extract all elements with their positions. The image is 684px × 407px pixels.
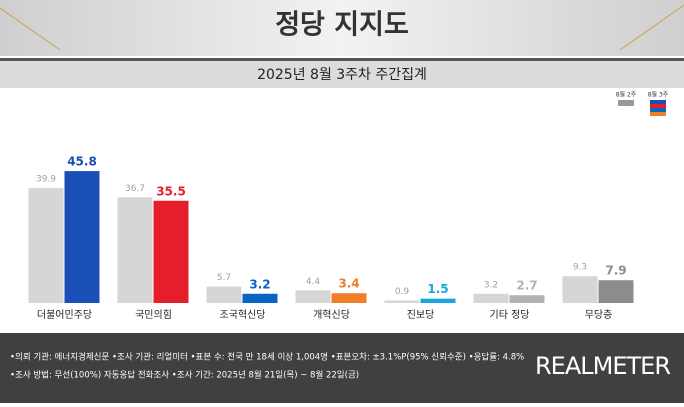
deco bbox=[0, 7, 61, 51]
bar bbox=[64, 171, 100, 303]
bar bbox=[420, 298, 456, 303]
bar bbox=[331, 293, 367, 303]
bar bbox=[242, 293, 278, 303]
value-label: 3.2 bbox=[249, 277, 270, 291]
legend-swatch bbox=[650, 108, 666, 112]
value-label: 2.7 bbox=[516, 279, 537, 293]
legend-label: 8월 3주 bbox=[648, 91, 669, 99]
x-tick-label: 진보당 bbox=[407, 309, 435, 321]
footer-bg bbox=[0, 333, 684, 403]
bar bbox=[295, 290, 331, 303]
bar bbox=[473, 293, 509, 303]
x-tick-label: 개혁신당 bbox=[313, 309, 350, 321]
legend-swatch bbox=[650, 104, 666, 108]
brand: REALMETER bbox=[535, 352, 670, 380]
bar bbox=[509, 295, 545, 303]
bar bbox=[153, 200, 189, 303]
value-label: 3.2 bbox=[484, 280, 498, 290]
value-label: 1.5 bbox=[427, 282, 448, 296]
x-tick-label: 조국혁신당 bbox=[220, 309, 266, 321]
x-tick-label: 기타 정당 bbox=[490, 309, 530, 321]
note: •조사 방법: 무선(100%) 자동응답 전화조사 •조사 기간: 2025년… bbox=[10, 370, 359, 381]
rule bbox=[0, 58, 684, 61]
bar bbox=[28, 188, 64, 303]
legend-swatch bbox=[618, 100, 634, 106]
bar bbox=[206, 286, 242, 303]
x-tick-label: 무당층 bbox=[585, 309, 613, 321]
value-label: 39.9 bbox=[36, 175, 56, 185]
value-label: 35.5 bbox=[156, 184, 186, 198]
legend-swatch bbox=[650, 100, 666, 104]
legend-label: 8월 2주 bbox=[616, 91, 637, 99]
value-label: 45.8 bbox=[67, 155, 97, 169]
bar bbox=[598, 280, 634, 303]
value-label: 0.9 bbox=[395, 287, 410, 297]
x-tick-label: 더불어민주당 bbox=[37, 309, 92, 321]
chart-title: 정당 지지도 bbox=[275, 10, 409, 41]
value-label: 7.9 bbox=[605, 264, 626, 278]
x-tick-label: 국민의힘 bbox=[135, 309, 172, 321]
bar bbox=[562, 276, 598, 303]
value-label: 5.7 bbox=[217, 273, 231, 283]
value-label: 4.4 bbox=[306, 277, 321, 287]
header-bg bbox=[0, 0, 684, 56]
bar bbox=[117, 197, 153, 303]
bar bbox=[384, 300, 420, 303]
deco bbox=[619, 4, 684, 51]
value-label: 3.4 bbox=[338, 277, 359, 291]
subtitle: 2025년 8월 3주차 주간집계 bbox=[257, 67, 427, 83]
note: •의뢰 기관: 에너지경제신문 •조사 기관: 리얼미터 •표본 수: 전국 만… bbox=[10, 352, 524, 363]
legend-swatch bbox=[650, 112, 666, 116]
value-label: 9.3 bbox=[573, 263, 587, 273]
value-label: 36.7 bbox=[125, 184, 145, 194]
subtitle-band bbox=[0, 58, 684, 88]
